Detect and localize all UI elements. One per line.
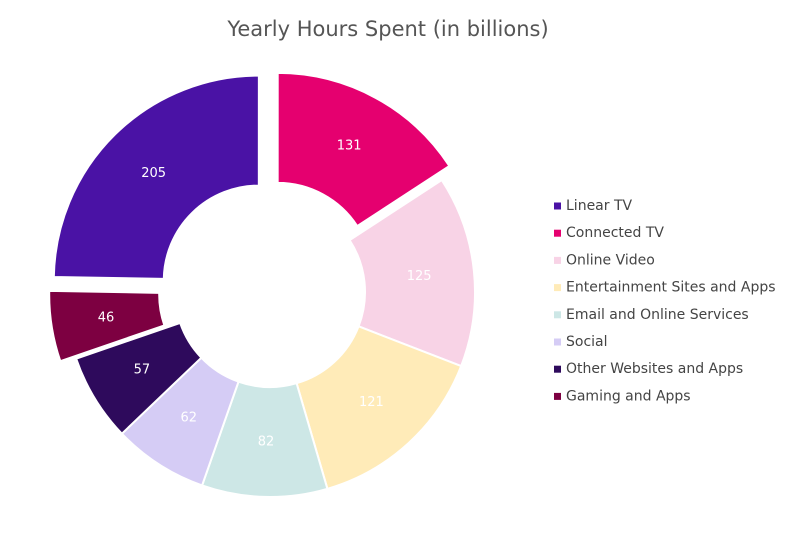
legend-label: Other Websites and Apps (566, 361, 743, 377)
data-label: 121 (359, 395, 384, 410)
legend-marker (554, 284, 561, 292)
slice (48, 289, 166, 363)
legend-marker (554, 311, 561, 319)
legend-label: Social (566, 334, 608, 350)
slice (74, 321, 203, 436)
slice (276, 71, 451, 228)
legend-marker (554, 229, 561, 237)
legend-marker (554, 365, 561, 373)
data-label: 57 (134, 363, 151, 378)
data-label: 62 (180, 411, 197, 426)
legend-label: Entertainment Sites and Apps (566, 280, 776, 296)
data-label: 82 (258, 434, 275, 449)
slice (348, 178, 476, 368)
legend-label: Gaming and Apps (566, 388, 691, 404)
legend-marker (554, 392, 561, 400)
legend-marker (554, 256, 561, 264)
legend-label: Linear TV (566, 198, 633, 214)
data-label: 46 (98, 310, 115, 325)
slice (295, 325, 463, 491)
legend-label: Email and Online Services (566, 307, 749, 323)
data-label: 131 (337, 139, 362, 154)
data-label: 205 (141, 166, 166, 181)
data-label: 125 (407, 269, 432, 284)
chart-title: Yearly Hours Spent (in billions) (226, 17, 548, 41)
legend-marker (554, 338, 561, 346)
legend-marker (554, 202, 561, 210)
slice (52, 74, 260, 280)
legend-label: Online Video (566, 252, 655, 268)
legend-label: Connected TV (566, 225, 664, 241)
